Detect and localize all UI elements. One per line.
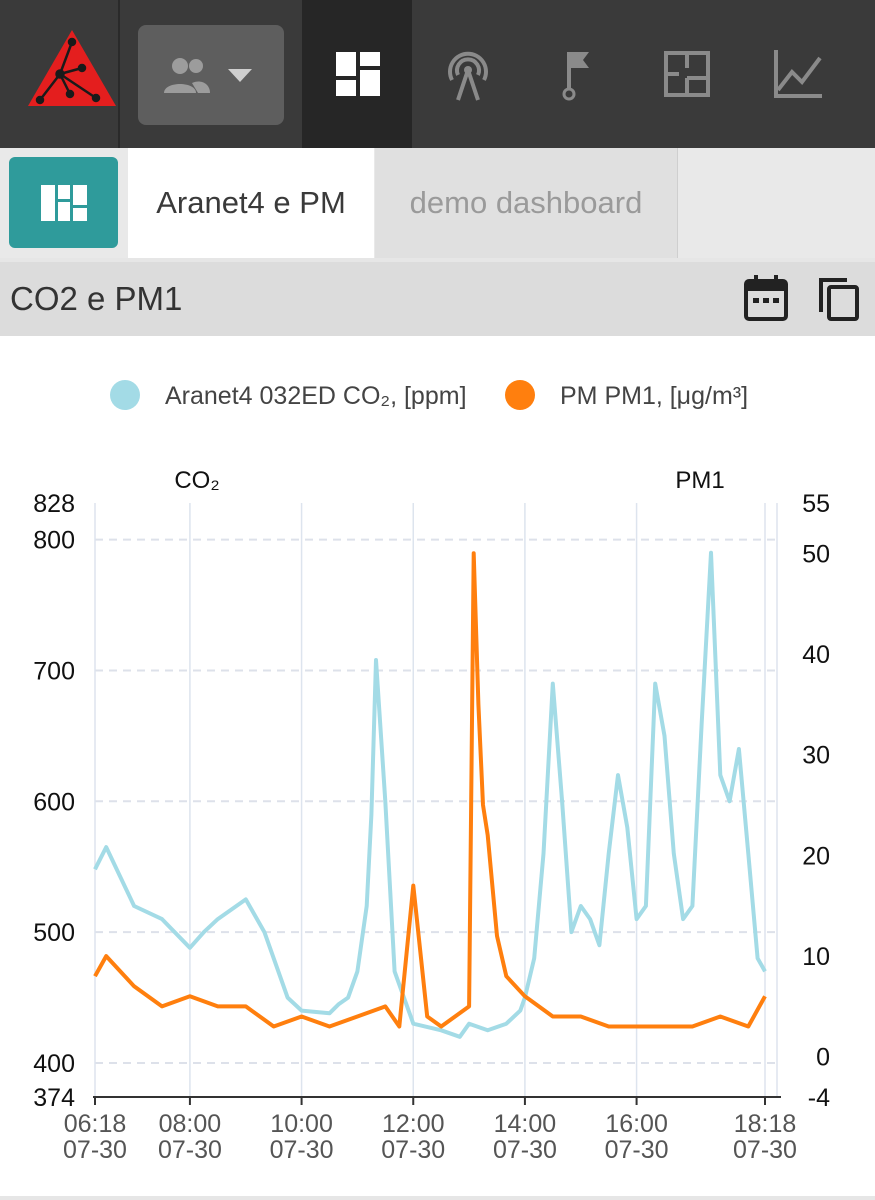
x-tick-date: 07-30	[733, 1136, 797, 1164]
logo-cell[interactable]	[0, 0, 120, 148]
x-tick-time: 08:00	[159, 1110, 222, 1138]
nav-dashboard[interactable]	[302, 0, 412, 148]
calendar-icon[interactable]	[743, 274, 789, 322]
x-tick-date: 07-30	[158, 1136, 222, 1164]
chart-icon[interactable]	[768, 44, 828, 104]
right-tick-label: -4	[808, 1084, 830, 1112]
chevron-down-icon	[228, 69, 252, 82]
x-tick-date: 07-30	[381, 1136, 445, 1164]
chart-legend: Aranet4 032ED CO₂, [ppm] PM PM1, [μg/m³]	[110, 380, 748, 410]
tab-demo-dashboard[interactable]: demo dashboard	[375, 148, 678, 258]
right-tick-label: 0	[816, 1044, 830, 1072]
right-tick-label: 40	[802, 641, 830, 669]
chart-axes: 374 400 500 600 700 800 828 -4 0 10 20 30 40 50 55 CO₂ P…	[33, 467, 830, 1164]
left-axis-label: CO₂	[174, 467, 219, 494]
x-tick-time: 06:18	[64, 1110, 127, 1138]
x-tick-time: 10:00	[270, 1110, 333, 1138]
left-tick-label: 700	[33, 657, 75, 685]
panel-header	[0, 262, 875, 336]
left-tick-label: 800	[33, 527, 75, 555]
legend-co2-label: Aranet4 032ED CO₂, [ppm]	[165, 382, 467, 410]
x-tick-date: 07-30	[493, 1136, 557, 1164]
tab-aranet4-e-pm[interactable]: Aranet4 e PM	[128, 148, 374, 258]
pm1-series-line	[93, 551, 767, 1029]
x-tick-date: 07-30	[605, 1136, 669, 1164]
right-axis-label: PM1	[675, 467, 724, 494]
right-tick-label: 20	[802, 842, 830, 870]
x-tick-time: 16:00	[605, 1110, 668, 1138]
copy-icon[interactable]	[815, 274, 861, 322]
left-tick-label: 500	[33, 919, 75, 947]
logo-icon	[28, 30, 116, 106]
left-tick-label: 374	[33, 1084, 75, 1112]
right-tick-label: 55	[802, 490, 830, 518]
left-tick-label: 400	[33, 1050, 75, 1078]
chart-panel	[0, 262, 875, 1196]
floorplan-icon[interactable]	[657, 44, 717, 104]
right-tick-label: 30	[802, 742, 830, 770]
legend-co2-marker	[110, 380, 140, 410]
right-tick-label: 10	[802, 943, 830, 971]
co2-pm1-chart: 374 400 500 600 700 800 828 -4 0 10 20 30 40 50 55 CO₂ P…	[33, 380, 830, 1164]
chart-grid	[94, 503, 778, 1097]
dashboard-icon	[336, 52, 380, 96]
co2-series-line	[93, 550, 767, 1039]
user-group-dropdown[interactable]	[138, 25, 284, 125]
x-tick-date: 07-30	[270, 1136, 334, 1164]
chart-lines	[93, 550, 767, 1039]
dashboard-menu-button[interactable]	[9, 157, 118, 248]
flag-icon[interactable]	[545, 44, 605, 104]
x-tick-time: 12:00	[382, 1110, 445, 1138]
x-tick-time: 14:00	[494, 1110, 557, 1138]
left-tick-label: 600	[33, 788, 75, 816]
x-tick-date: 07-30	[63, 1136, 127, 1164]
legend-pm1-marker	[505, 380, 535, 410]
panel-title: CO2 e PM1	[10, 280, 183, 317]
left-tick-label: 828	[33, 490, 75, 518]
right-tick-label: 50	[802, 540, 830, 568]
legend-pm1-label: PM PM1, [μg/m³]	[560, 382, 748, 410]
antenna-icon[interactable]	[438, 44, 498, 104]
x-tick-time: 18:18	[734, 1110, 797, 1138]
users-icon	[164, 58, 210, 93]
dashboard-menu-icon	[41, 185, 87, 221]
